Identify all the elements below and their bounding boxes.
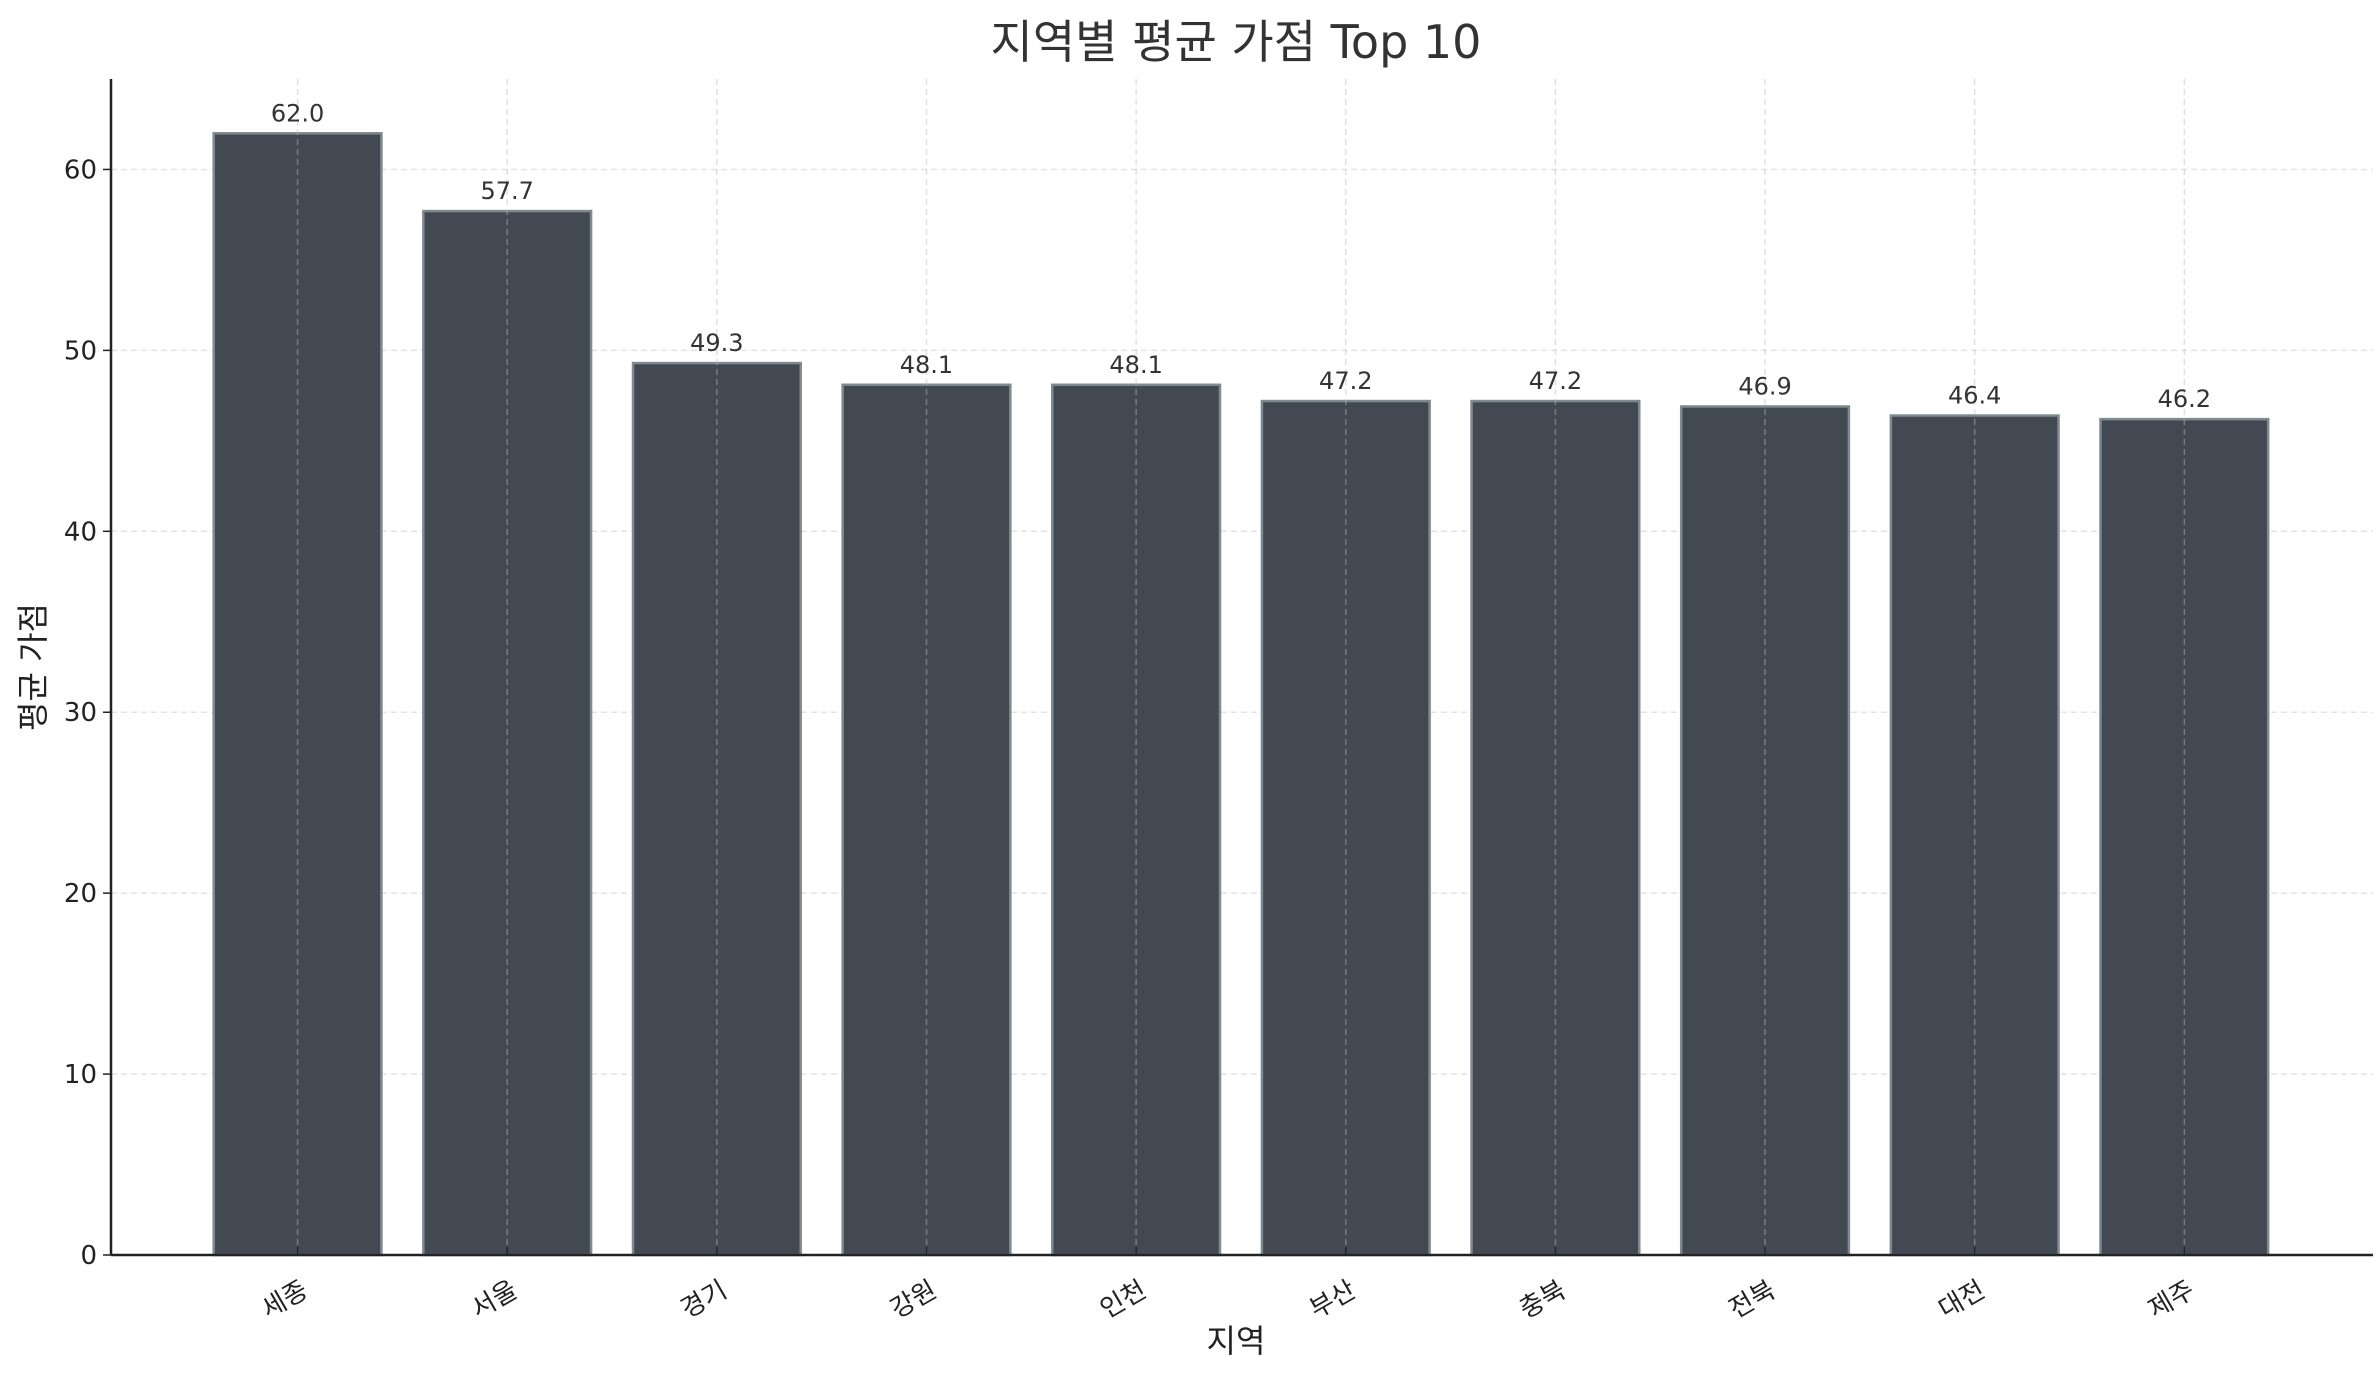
- bar-전북: [1679, 405, 1851, 1257]
- data-label: 49.3: [690, 329, 743, 357]
- bars: 62.0 57.7 49.3 48.1 48.1 47.2 47.2 46.9 46.4 46.2: [212, 79, 2270, 1257]
- axes: 0 10 20 30 40 50 60 세종 서울 경기 강원 인천 부산 충북 전북 대전 제주: [64, 79, 2373, 1325]
- bar-서울: [422, 209, 593, 1257]
- data-label: 47.2: [1529, 367, 1582, 395]
- x-tick-label: 경기: [676, 1275, 732, 1325]
- x-tick-label: 충북: [1514, 1275, 1570, 1325]
- bar-대전: [1889, 414, 2060, 1257]
- bar-강원: [841, 383, 1012, 1257]
- x-tick-label: 서울: [466, 1275, 522, 1325]
- x-tick-label: 세종: [257, 1275, 313, 1325]
- x-tick-label: 강원: [886, 1275, 942, 1325]
- x-tick-label: 대전: [1934, 1275, 1990, 1325]
- data-label: 46.2: [2158, 385, 2211, 413]
- y-tick-label: 10: [64, 1060, 97, 1090]
- y-axis-label: 평균 가점: [14, 603, 52, 731]
- y-tick-label: 20: [64, 879, 97, 909]
- x-tick-label: 인천: [1095, 1275, 1151, 1325]
- y-tick-label: 30: [64, 698, 97, 728]
- y-tick-label: 50: [64, 336, 97, 366]
- data-label: 46.4: [1948, 382, 2001, 410]
- data-label: 46.9: [1738, 372, 1791, 400]
- data-label: 48.1: [900, 351, 953, 379]
- bar-인천: [1051, 383, 1222, 1257]
- x-tick-label: 부산: [1305, 1275, 1361, 1325]
- y-tick-label: 40: [64, 517, 97, 547]
- data-label: 57.7: [480, 177, 533, 205]
- x-tick-label: 제주: [2143, 1275, 2199, 1325]
- chart-title: 지역별 평균 가점 Top 10: [991, 15, 1482, 69]
- data-label: 48.1: [1109, 351, 1162, 379]
- y-tick-label: 60: [64, 155, 97, 185]
- bar-충북: [1470, 399, 1641, 1257]
- y-tick-label: 0: [80, 1241, 97, 1271]
- x-tick-label: 전북: [1724, 1275, 1780, 1325]
- bar-제주: [2099, 417, 2270, 1257]
- x-axis-label: 지역: [1207, 1322, 1266, 1360]
- bar-부산: [1260, 399, 1431, 1257]
- data-label: 62.0: [271, 99, 324, 127]
- bar-세종: [212, 132, 383, 1257]
- data-label: 47.2: [1319, 367, 1372, 395]
- bar-경기: [631, 361, 802, 1257]
